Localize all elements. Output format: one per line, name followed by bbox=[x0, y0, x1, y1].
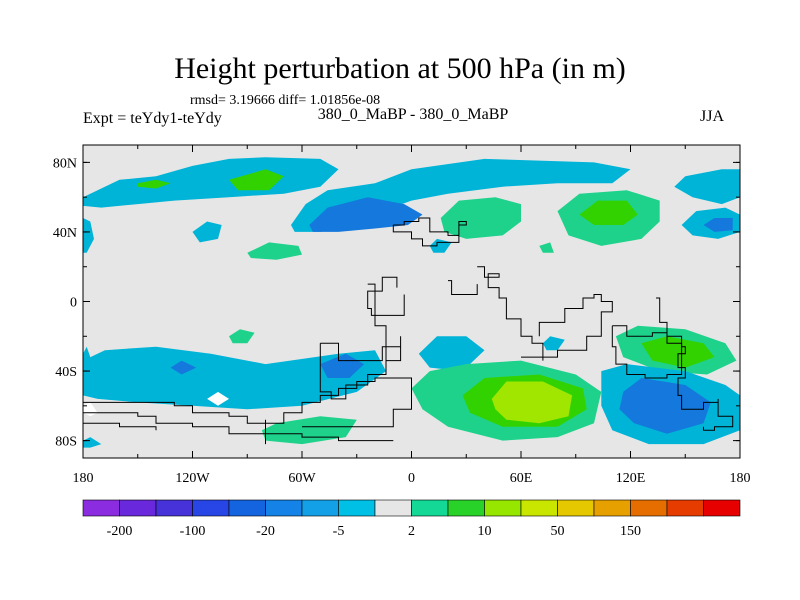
colorbar-label: -5 bbox=[333, 524, 345, 539]
contour-region bbox=[309, 197, 423, 232]
contour-region bbox=[170, 360, 197, 375]
colorbar-label: -100 bbox=[180, 524, 206, 539]
colorbar-box bbox=[630, 499, 668, 517]
colorbar-box bbox=[557, 499, 595, 517]
colorbar-box bbox=[447, 499, 485, 517]
map-layer bbox=[83, 145, 740, 458]
colorbar-label: 10 bbox=[478, 524, 492, 539]
subtitle: 380_0_MaBP - 380_0_MaBP bbox=[317, 106, 509, 123]
colorbar-box bbox=[520, 499, 558, 517]
y-tick-label: 80N bbox=[53, 156, 77, 171]
contour-region bbox=[83, 437, 102, 448]
contour-region bbox=[440, 197, 521, 239]
colorbar-box bbox=[228, 499, 266, 517]
colorbar-box bbox=[374, 499, 412, 517]
y-tick-label: 40N bbox=[53, 226, 77, 241]
contour-region bbox=[320, 353, 365, 378]
colorbar: -200 -100 -20 -5 2 10 50 150 bbox=[82, 499, 741, 539]
coastline bbox=[656, 297, 734, 431]
contour-region bbox=[418, 336, 485, 372]
contour-region bbox=[83, 346, 91, 365]
x-tick-label: 0 bbox=[408, 471, 415, 486]
coastline bbox=[367, 276, 405, 316]
colorbar-label: -20 bbox=[256, 524, 275, 539]
coastline bbox=[83, 422, 157, 431]
contour-hole bbox=[207, 391, 229, 406]
x-tick-label: 120W bbox=[175, 471, 210, 486]
contour-region bbox=[229, 329, 255, 344]
colorbar-box bbox=[703, 499, 741, 517]
contour-region bbox=[674, 169, 740, 205]
stats-line: rmsd= 3.19666 diff= 1.01856e-08 bbox=[190, 93, 381, 108]
coastline bbox=[611, 325, 683, 379]
colorbar-label: 150 bbox=[620, 524, 641, 539]
contour-region bbox=[542, 336, 565, 351]
colorbar-label: 2 bbox=[408, 524, 415, 539]
colorbar-box bbox=[301, 499, 339, 517]
colorbar-box bbox=[82, 499, 120, 517]
y-tick-label: 0 bbox=[70, 296, 77, 311]
colorbar-box bbox=[593, 499, 631, 517]
contour-region bbox=[83, 346, 386, 410]
contour-region bbox=[491, 381, 573, 424]
x-tick-label: 60E bbox=[510, 471, 533, 486]
contour-region bbox=[579, 200, 638, 225]
coastline bbox=[477, 266, 544, 361]
colorbar-box bbox=[666, 499, 704, 517]
colorbar-box bbox=[484, 499, 522, 517]
contour-region bbox=[247, 242, 302, 260]
coastline bbox=[521, 294, 613, 358]
coastline bbox=[83, 412, 394, 442]
contour-region bbox=[83, 157, 339, 208]
colorbar-label: -200 bbox=[107, 524, 133, 539]
y-tick-label: 80S bbox=[55, 435, 77, 450]
contour-region bbox=[539, 242, 554, 253]
y-tick-label: 40S bbox=[55, 365, 77, 380]
experiment-label: Expt = teYdy1-teYdy bbox=[83, 110, 222, 127]
colorbar-label: 50 bbox=[551, 524, 565, 539]
contour-region bbox=[83, 218, 94, 253]
chart-title: Height perturbation at 500 hPa (in m) bbox=[174, 52, 626, 85]
coastline bbox=[83, 377, 412, 428]
contour-region bbox=[192, 221, 222, 243]
colorbar-box bbox=[155, 499, 193, 517]
colorbar-box bbox=[192, 499, 230, 517]
colorbar-box bbox=[411, 499, 449, 517]
coastline bbox=[392, 217, 467, 247]
season-label: JJA bbox=[700, 108, 725, 125]
colorbar-box bbox=[119, 499, 157, 517]
contour-region bbox=[619, 378, 711, 434]
contour-region bbox=[703, 218, 733, 232]
x-tick-label: 120E bbox=[616, 471, 646, 486]
colorbar-box bbox=[338, 499, 376, 517]
contour-fills bbox=[83, 157, 740, 448]
coastlines bbox=[83, 217, 734, 445]
x-tick-label: 60W bbox=[288, 471, 316, 486]
x-tick-label: 180 bbox=[730, 471, 751, 486]
coastline bbox=[448, 280, 478, 295]
contour-region bbox=[641, 336, 715, 368]
contour-region bbox=[229, 169, 284, 191]
colorbar-box bbox=[265, 499, 303, 517]
coastline bbox=[367, 283, 387, 372]
x-tick-label: 180 bbox=[73, 471, 94, 486]
contour-region bbox=[137, 179, 171, 189]
axis-layer: 180 120W 60W 0 60E 120E 180 80N 40N 0 40S 80S bbox=[53, 144, 751, 486]
